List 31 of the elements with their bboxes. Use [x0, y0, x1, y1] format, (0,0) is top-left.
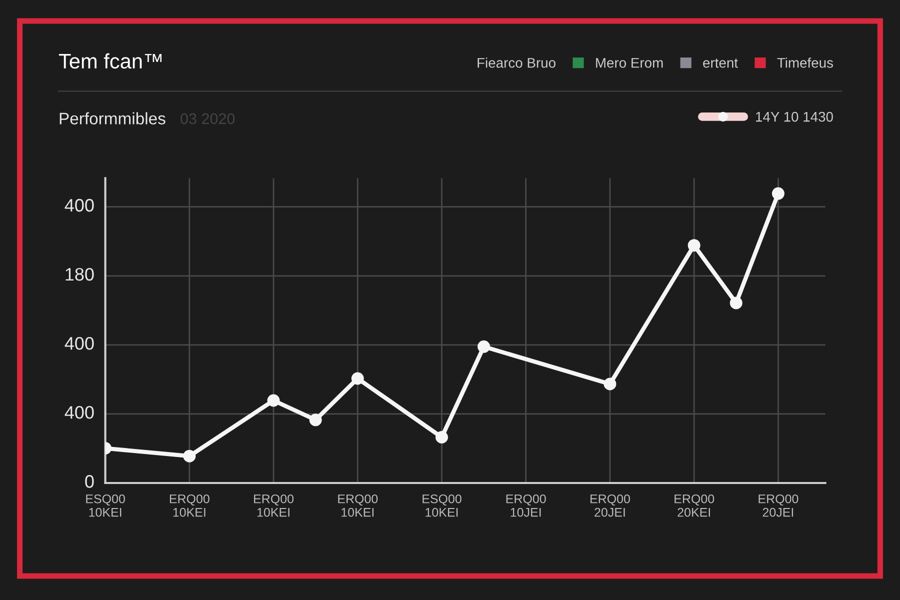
chart-title: Tem fcan™: [58, 53, 162, 69]
x-tick-label: ERQ00 10KEI: [254, 494, 294, 517]
legend-label: Mero Erom: [596, 58, 663, 68]
point: [351, 372, 364, 385]
text: 180: [66, 268, 94, 281]
x-tick-label: ERQ00 10JEI: [506, 494, 546, 517]
x-tick-label: ERQ00 10KEI: [338, 494, 378, 517]
legend-label: Timefeus: [777, 58, 833, 68]
legend-title: Fiearco Bruo: [478, 58, 556, 68]
text: 0: [85, 475, 94, 488]
x-tick-label: ESQ00 10KEI: [422, 494, 462, 517]
point: [604, 378, 616, 390]
x-tick-label: ESQ00 10KEI: [86, 494, 125, 517]
text: 400: [64, 336, 94, 350]
point: [183, 450, 196, 462]
x-tick-label: ERQ00 20JEI: [590, 494, 630, 517]
text: 400: [64, 406, 94, 419]
legend-label: ertent: [703, 58, 738, 68]
x-tick-label: ERQ00 20KEI: [674, 494, 714, 517]
legend-label: 14Y 10 1430: [756, 112, 833, 122]
point: [772, 187, 784, 200]
x-tick-label: ERQ00 10KEI: [170, 494, 210, 517]
chart-subtitle: Performmibles: [60, 112, 166, 124]
point: [309, 414, 322, 426]
point: [267, 394, 280, 407]
x-tick-label: ERQ00 20JEI: [758, 494, 798, 517]
point: [688, 239, 700, 252]
text: 400: [64, 198, 94, 212]
point: [730, 296, 742, 310]
point: [478, 340, 490, 353]
point: [436, 431, 448, 444]
